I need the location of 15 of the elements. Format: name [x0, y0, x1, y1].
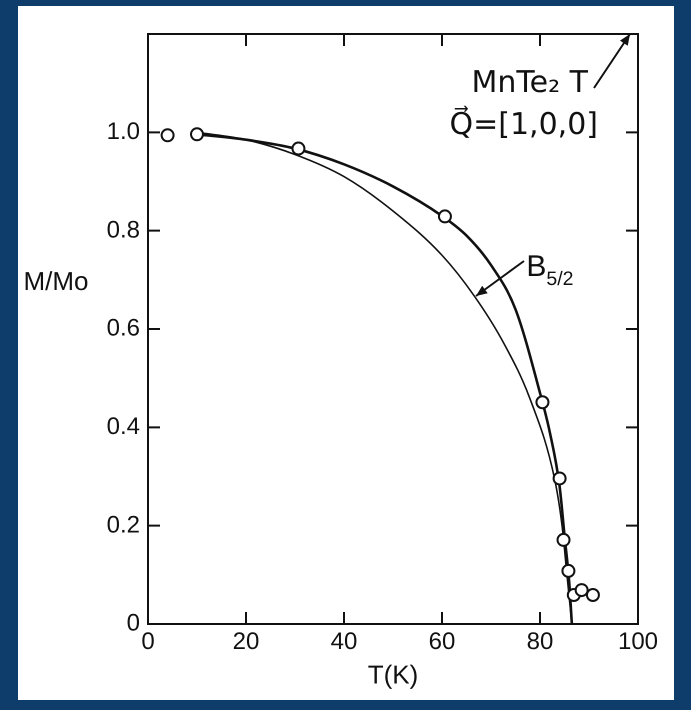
y-axis-title: M/Mo: [24, 266, 88, 296]
x-tick-label: 60: [428, 628, 456, 656]
x-tick-label: 100: [618, 628, 658, 656]
y-tick-label: 1.0: [106, 118, 140, 145]
y-tick-label: 0.4: [106, 412, 140, 440]
annotation: MnTe₂ T: [472, 65, 589, 100]
x-tick-label: 80: [526, 628, 554, 656]
y-tick-label: 0.6: [106, 314, 140, 342]
annotation: Q⃗=[1,0,0]: [450, 106, 598, 142]
y-tick-label: 0: [126, 610, 140, 637]
y-tick-label: 0.2: [106, 511, 140, 538]
x-tick-label: 20: [232, 628, 260, 656]
y-tick-label: 0.8: [106, 216, 140, 244]
x-tick-label: 40: [330, 628, 358, 656]
x-axis-title: T(K): [368, 660, 418, 690]
